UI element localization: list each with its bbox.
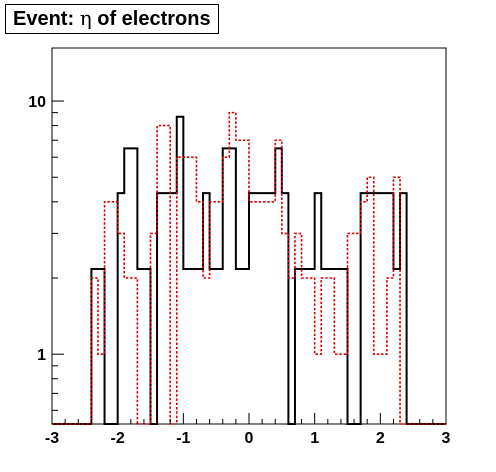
x-tick-label: -2 [111,430,125,447]
x-tick-label: 0 [245,430,254,447]
series-1-step-line [52,115,446,425]
title-eta-symbol: η [79,6,92,30]
x-tick-label: -3 [45,430,59,447]
y-tick-label: 10 [28,94,46,111]
y-tick-label: 1 [37,347,46,364]
series-layer [52,111,446,425]
x-tick-label: 1 [310,430,319,447]
chart-title: Event: η of electrons [5,4,219,34]
title-suffix: of electrons [91,8,211,30]
axis-layer: -3 -2 -1 0 1 2 3 1 10 [28,94,450,447]
x-tick-label: -1 [176,430,190,447]
x-tick-label: 2 [376,430,385,447]
x-tick-label: 3 [442,430,451,447]
title-prefix: Event: [13,8,80,30]
